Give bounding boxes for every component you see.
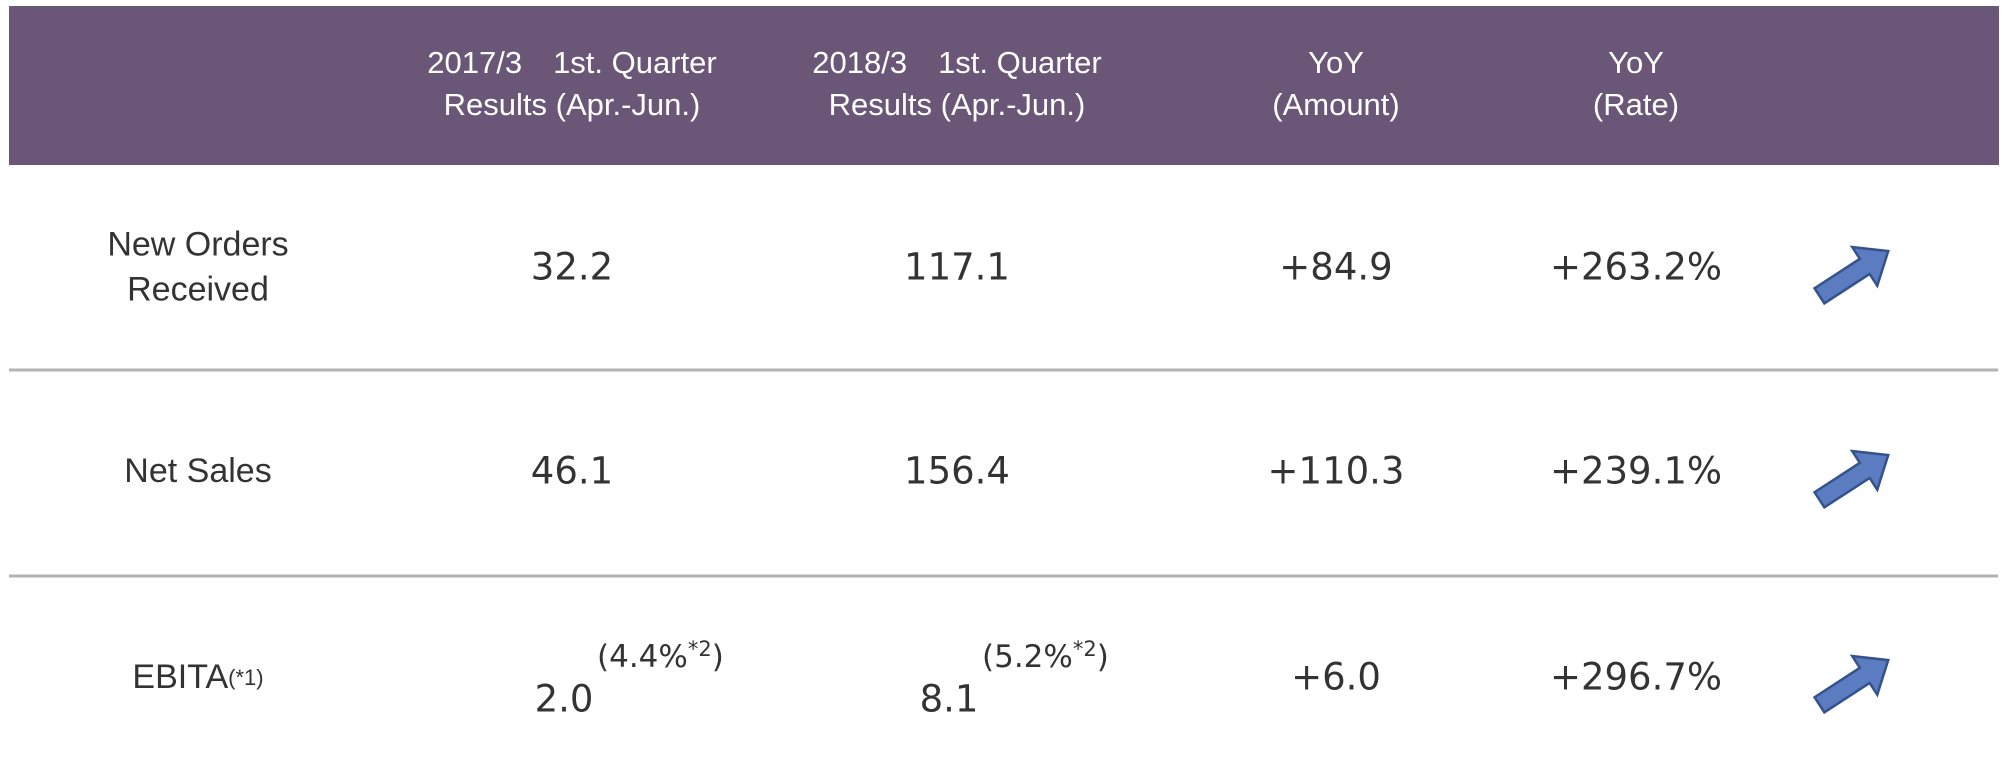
up-arrow: [1805, 230, 1903, 317]
row-label: EBITA(*1): [132, 658, 263, 696]
up-arrow: [1805, 434, 1903, 521]
note-text: (5.2%: [982, 639, 1073, 675]
header-text: YoY: [1308, 45, 1364, 80]
cell-value: 46.1: [531, 450, 613, 493]
header-text: (Amount): [1272, 87, 1399, 122]
cell-value: +84.9: [1279, 246, 1392, 289]
note-text: (4.4%: [597, 639, 688, 675]
row-label-text: EBITA: [132, 658, 228, 696]
cell-note: (5.2%*2): [982, 637, 1109, 675]
cell-value: +110.3: [1268, 450, 1405, 493]
cell-value: +263.2%: [1550, 246, 1722, 289]
row-label-note: (*1): [228, 665, 263, 690]
note-sup: *2: [1073, 637, 1097, 661]
cell-value: 117.1: [904, 246, 1010, 289]
header-text: (Rate): [1593, 87, 1679, 122]
cell-note: (4.4%*2): [597, 637, 724, 675]
cell-value: 2.0: [535, 678, 594, 721]
cell-value: +239.1%: [1550, 450, 1722, 493]
header-text: Results (Apr.-Jun.): [444, 87, 701, 122]
cell-value: 156.4: [904, 450, 1010, 493]
cell-value: 8.1: [920, 678, 979, 721]
note-text: ): [712, 639, 724, 675]
cell-value: +296.7%: [1550, 656, 1722, 699]
header-text: 2017/3 1st. Quarter: [427, 45, 717, 80]
cell-value: +6.0: [1291, 656, 1381, 699]
header-band: [9, 6, 1999, 165]
note-sup: *2: [688, 637, 712, 661]
note-text: ): [1097, 639, 1109, 675]
row-label: New Orders: [107, 225, 288, 263]
header-text: 2018/3 1st. Quarter: [812, 45, 1102, 80]
up-arrow: [1805, 639, 1903, 726]
cell-value: 32.2: [531, 246, 613, 289]
header-text: YoY: [1608, 45, 1664, 80]
header-text: Results (Apr.-Jun.): [829, 87, 1086, 122]
row-label: Net Sales: [124, 452, 271, 490]
row-label: Received: [127, 270, 269, 308]
